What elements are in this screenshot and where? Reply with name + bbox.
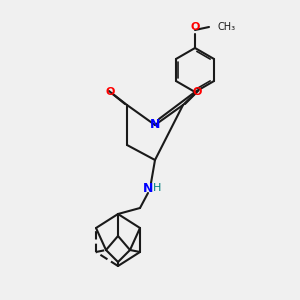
Text: CH₃: CH₃	[217, 22, 235, 32]
Text: N: N	[143, 182, 153, 194]
Text: O: O	[192, 87, 202, 97]
Text: N: N	[150, 118, 160, 131]
Text: O: O	[190, 22, 200, 32]
Text: O: O	[105, 87, 115, 97]
Text: H: H	[153, 183, 161, 193]
